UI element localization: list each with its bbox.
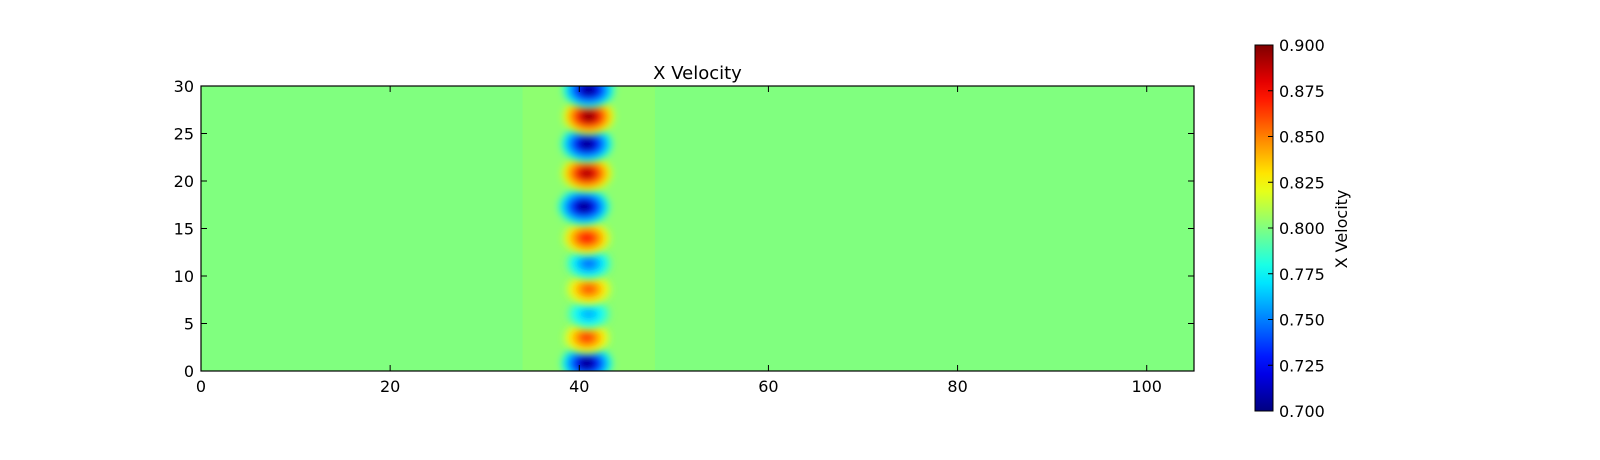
plot-area: [201, 86, 1194, 371]
y-tick-label: 15: [174, 220, 194, 239]
y-tick-label: 20: [174, 172, 194, 191]
heatmap-feature: [563, 221, 611, 255]
heatmap-background: [201, 86, 1194, 371]
colorbar-tick-label: 0.800: [1279, 219, 1325, 238]
x-tick-label: 100: [1131, 377, 1162, 396]
heatmap-feature: [561, 125, 612, 162]
colorbar-tick-label: 0.825: [1279, 173, 1325, 192]
heatmap-feature: [559, 188, 610, 225]
y-tick-label: 5: [184, 315, 194, 334]
heatmap-feature: [562, 155, 612, 191]
heatmap-feature: [566, 273, 611, 305]
heatmap-feature: [563, 98, 614, 135]
heatmap-feature: [561, 345, 612, 371]
colorbar-tick-label: 0.775: [1279, 265, 1325, 284]
plot-frame: [200, 85, 1195, 372]
y-tick-label: 25: [174, 125, 194, 144]
colorbar-tick-label: 0.725: [1279, 356, 1325, 375]
heatmap-feature: [566, 248, 611, 279]
x-tick-label: 20: [380, 377, 400, 396]
colorbar-tick-label: 0.700: [1279, 402, 1325, 421]
colorbar-tick-label: 0.900: [1279, 36, 1325, 55]
x-tick-label: 80: [947, 377, 967, 396]
chart-title: X Velocity: [653, 63, 742, 84]
colorbar-label: X Velocity: [1332, 190, 1351, 269]
y-tick-label: 10: [174, 267, 194, 286]
x-axis: 0 20 40 60 80 100: [196, 86, 1162, 396]
colorbar-tick-label: 0.850: [1279, 128, 1325, 147]
heatmap-feature: [563, 86, 614, 108]
y-tick-label: 0: [184, 362, 194, 381]
y-tick-label: 30: [174, 77, 194, 96]
x-tick-label: 0: [196, 377, 206, 396]
x-tick-label: 40: [569, 377, 589, 396]
colorbar: 0.700 0.725 0.750 0.775 0.800 0.825 0.850 0.875…: [1254, 36, 1325, 421]
x-tick-label: 60: [758, 377, 778, 396]
colorbar-tick-label: 0.750: [1279, 311, 1325, 330]
heatmap-feature: [567, 299, 610, 329]
colorbar-tick-label: 0.875: [1279, 82, 1325, 101]
heatmap-feature: [564, 321, 610, 354]
